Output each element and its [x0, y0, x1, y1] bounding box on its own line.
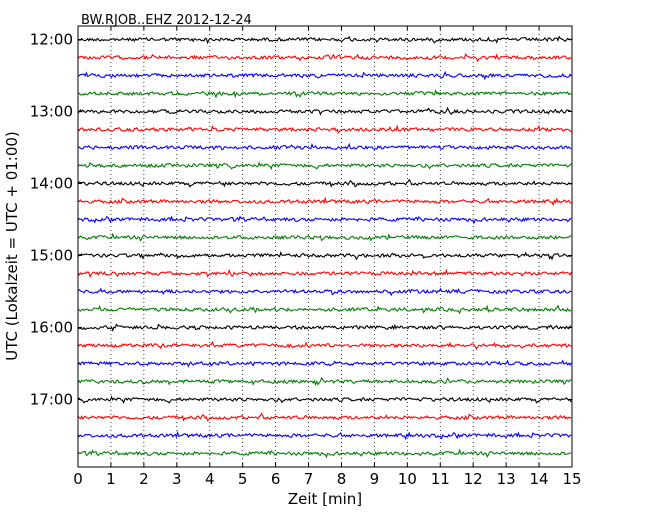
- x-tick-label: 12: [464, 470, 483, 488]
- y-tick-label: 12:00: [30, 31, 73, 49]
- y-tick-label: 15:00: [30, 247, 73, 265]
- x-tick-label: 0: [73, 470, 83, 488]
- seismic-trace: [77, 215, 572, 225]
- seismic-trace: [77, 35, 572, 45]
- seismic-trace: [77, 430, 572, 441]
- seismic-trace: [77, 340, 572, 351]
- seismic-trace: [77, 287, 572, 297]
- x-tick-label: 1: [106, 470, 116, 488]
- x-tick-label: 11: [431, 470, 450, 488]
- y-axis-ticks: 12:00 13:00 14:00 15:00 16:00 17:00: [30, 31, 572, 409]
- seismic-trace: [77, 448, 572, 459]
- y-tick-label: 16:00: [30, 319, 73, 337]
- x-tick-label: 15: [562, 470, 581, 488]
- seismic-trace: [77, 70, 572, 81]
- x-tick-label: 6: [271, 470, 281, 488]
- seismic-trace: [77, 52, 572, 63]
- x-tick-label: 7: [304, 470, 314, 488]
- x-tick-label: 8: [337, 470, 347, 488]
- y-tick-label: 14:00: [30, 175, 73, 193]
- seismic-trace: [77, 412, 572, 422]
- seismic-trace: [77, 376, 572, 387]
- seismic-trace: [77, 395, 572, 405]
- seismic-trace: [77, 106, 572, 116]
- seismic-trace: [77, 196, 572, 207]
- seismic-trace: [77, 178, 572, 188]
- y-tick-label: 17:00: [30, 391, 73, 409]
- seismic-trace: [77, 250, 572, 261]
- x-tick-label: 9: [370, 470, 380, 488]
- seismic-trace: [77, 323, 572, 333]
- x-tick-label: 4: [205, 470, 215, 488]
- seismic-trace: [77, 232, 572, 242]
- y-tick-label: 13:00: [30, 103, 73, 121]
- x-tick-label: 13: [497, 470, 516, 488]
- seismic-trace: [77, 88, 572, 99]
- seismic-trace: [77, 304, 572, 315]
- traces: [77, 35, 572, 459]
- grid-lines: [110, 26, 540, 467]
- seismic-trace: [77, 268, 572, 279]
- x-axis-label: Zeit [min]: [288, 490, 362, 508]
- x-tick-label: 10: [398, 470, 417, 488]
- x-tick-label: 3: [172, 470, 182, 488]
- seismic-trace: [77, 161, 572, 171]
- seismic-trace: [77, 359, 572, 368]
- plot-frame: [77, 25, 573, 468]
- chart-title: BW.RJOB..EHZ 2012-12-24: [81, 13, 252, 28]
- seismic-trace: [77, 142, 572, 151]
- x-tick-label: 5: [238, 470, 248, 488]
- x-tick-label: 14: [530, 470, 549, 488]
- x-tick-label: 2: [139, 470, 149, 488]
- y-axis-label: UTC (Lokalzeit = UTC + 01:00): [3, 131, 21, 361]
- x-axis-ticks: 0 1 2 3 4 5 6 7 8 9 10 11 12 13 14 15: [73, 26, 582, 488]
- seismic-trace: [77, 124, 572, 134]
